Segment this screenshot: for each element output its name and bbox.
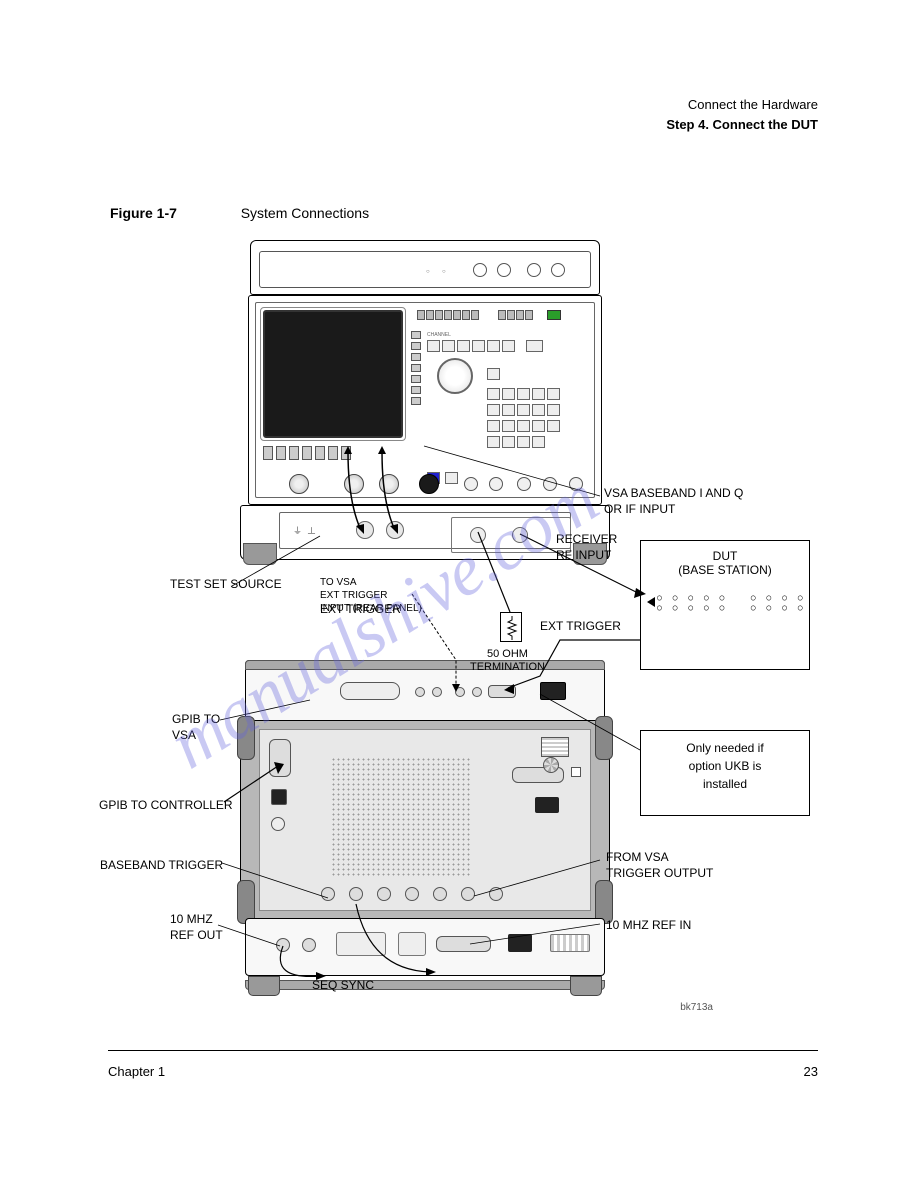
baseband-trigger-label: BASEBAND TRIGGER <box>100 858 223 874</box>
rotary-dial <box>437 358 473 394</box>
figure-title: System Connections <box>241 205 369 221</box>
seq-sync-label: SEQ SYNC <box>312 978 374 994</box>
rear-panel-illustration <box>240 660 610 990</box>
gpib-controller-label: GPIB TO CONTROLLER <box>99 798 233 814</box>
footer-right: 23 <box>804 1064 818 1079</box>
from-vsa-trigger-label: FROM VSATRIGGER OUTPUT <box>606 850 713 881</box>
dut-subtitle: (BASE STATION) <box>641 563 809 577</box>
option-line1: Only needed if <box>651 739 799 757</box>
display-screen <box>263 310 403 438</box>
option-note-box: Only needed if option UKB is installed <box>640 730 810 816</box>
vsa-if-label: VSA BASEBAND I AND QOR IF INPUT <box>604 486 743 517</box>
main-module: CHANNEL <box>248 295 602 505</box>
testset-source-label: TEST SET SOURCE <box>170 577 282 593</box>
terminator-label: 50 OHMTERMINATION <box>470 648 545 674</box>
ref-out-label: 10 MHZREF OUT <box>170 912 223 943</box>
ref-in-label: 10 MHZ REF IN <box>606 918 691 934</box>
green-button <box>547 310 561 320</box>
option-line3: installed <box>651 775 799 793</box>
figure-label: Figure 1-7 <box>110 205 177 221</box>
gpib-vsa-label: GPIB TOVSA <box>172 712 220 743</box>
top-module: ○ ○ <box>250 240 600 295</box>
footer-left: Chapter 1 <box>108 1064 165 1079</box>
black-connector <box>419 474 439 494</box>
footer-rule <box>108 1050 818 1051</box>
bottom-module: ⏚ ⊥ <box>240 505 610 560</box>
header-line1: Connect the Hardware <box>666 95 818 115</box>
document-number: bk713a <box>680 1002 713 1013</box>
ext-trigger-label-2: EXT TRIGGER <box>540 619 621 635</box>
front-panel-illustration: ○ ○ CHANNEL <box>240 240 610 590</box>
dut-box: DUT (BASE STATION) ○ ○ ○ ○ ○ ○ ○ ○ ○ ○ ○… <box>640 540 810 670</box>
figure-caption: Figure 1-7 System Connections <box>110 205 369 221</box>
to-vsa-label: TO VSAEXT TRIGGERINPUT (REAR PANEL) <box>320 576 422 615</box>
terminator-box <box>500 612 522 642</box>
header-line2: Step 4. Connect the DUT <box>666 115 818 135</box>
dut-title: DUT <box>641 549 809 563</box>
gpib-connector-icon <box>340 682 400 700</box>
page-header: Connect the Hardware Step 4. Connect the… <box>666 95 818 134</box>
option-line2: option UKB is <box>651 757 799 775</box>
receiver-rf-label: RECEIVERRF INPUT <box>556 532 617 563</box>
ventilation-icon <box>331 757 471 877</box>
